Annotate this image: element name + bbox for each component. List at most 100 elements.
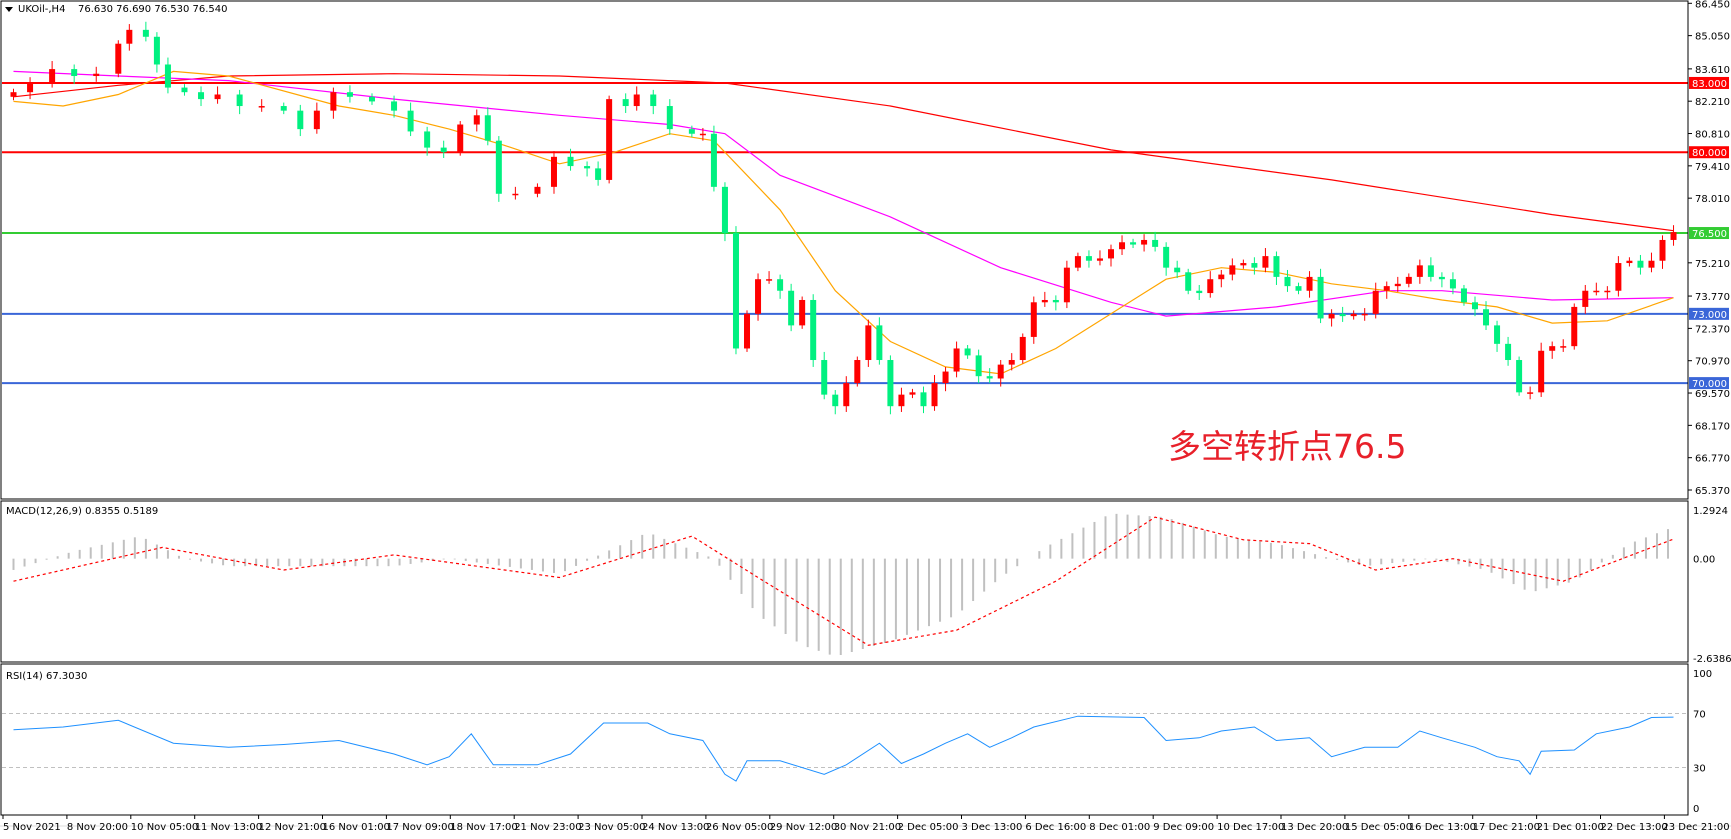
candle	[440, 140, 447, 158]
candle	[1185, 268, 1192, 295]
candle-body	[1218, 274, 1225, 280]
candle-body	[1372, 290, 1379, 314]
candle-body	[887, 360, 894, 407]
candle	[258, 99, 265, 112]
candle	[1648, 252, 1655, 273]
candle-body	[1538, 350, 1545, 393]
rsi-panel-border	[0, 663, 1689, 816]
candle-body	[1626, 260, 1633, 264]
candle	[164, 57, 171, 94]
candle-body	[1119, 242, 1126, 250]
candle	[821, 351, 828, 400]
candle-body	[1405, 276, 1412, 284]
x-tick-label: 2 Dec 05:00	[898, 822, 959, 833]
y-tick-label: 79.410	[1695, 162, 1730, 173]
candle-body	[1240, 263, 1247, 266]
candle-body	[633, 94, 640, 107]
x-tick-label: 6 Dec 16:00	[1025, 822, 1086, 833]
x-tick-label: 23 Nov 05:00	[578, 822, 645, 833]
candle	[1582, 284, 1589, 314]
rsi-y-label: 30	[1693, 764, 1706, 775]
candle-body	[732, 233, 739, 349]
candle	[865, 319, 872, 367]
candle	[1339, 306, 1346, 322]
candle-body	[1615, 263, 1622, 291]
candle-body	[1207, 279, 1214, 294]
candle	[1196, 284, 1203, 300]
candle-body	[473, 115, 480, 125]
triangle-down-icon[interactable]	[5, 7, 13, 12]
candle	[931, 375, 938, 411]
candle-body	[1427, 265, 1434, 277]
candle	[115, 40, 122, 78]
candle-body	[1483, 309, 1490, 326]
macd-panel[interactable]	[12, 513, 1674, 656]
y-tick-label: 80.810	[1695, 130, 1730, 141]
candle	[887, 355, 894, 415]
candle	[424, 126, 431, 156]
x-tick-label: 8 Nov 20:00	[67, 822, 128, 833]
macd-panel-border	[0, 500, 1689, 663]
y-tick-label: 82.210	[1695, 97, 1730, 108]
x-tick-label: 23 Dec 21:00	[1662, 822, 1729, 833]
x-tick-label: 11 Nov 13:00	[195, 822, 262, 833]
candle	[777, 274, 784, 299]
x-tick-label: 15 Dec 05:00	[1345, 822, 1412, 833]
candle	[1383, 281, 1390, 299]
candle	[942, 366, 949, 392]
candle-body	[1306, 276, 1313, 291]
candle	[1108, 244, 1114, 267]
candle	[832, 390, 839, 415]
candle	[699, 127, 706, 141]
y-tick-label: 86.450	[1695, 0, 1730, 10]
candle-body	[1549, 346, 1556, 351]
candle-body	[495, 140, 502, 194]
candle	[297, 104, 304, 137]
candle-body	[997, 364, 1004, 379]
candle	[964, 345, 971, 359]
candle-body	[368, 96, 375, 102]
candle	[1262, 248, 1269, 273]
candle	[1240, 259, 1247, 269]
candle	[633, 86, 640, 111]
macd-y-label: -2.6386	[1693, 654, 1731, 665]
candle	[1008, 353, 1015, 371]
level-tag-label: 70.000	[1692, 379, 1727, 390]
candle-body	[810, 299, 817, 361]
y-tick-label: 85.050	[1695, 32, 1730, 43]
candle	[843, 376, 850, 412]
candle	[1041, 291, 1048, 307]
candle	[49, 61, 56, 88]
candle-body	[424, 131, 431, 148]
candle	[495, 136, 502, 202]
rsi-panel[interactable]	[2, 713, 1688, 782]
candle-body	[755, 279, 762, 314]
x-tick-label: 9 Dec 09:00	[1153, 822, 1214, 833]
candle-body	[1659, 239, 1666, 261]
candle	[457, 121, 464, 156]
candle-body	[1174, 267, 1181, 273]
x-tick-label: 5 Nov 2021	[3, 822, 61, 833]
x-tick-label: 29 Nov 12:00	[770, 822, 837, 833]
candle-body	[346, 92, 353, 97]
candle-body	[198, 92, 205, 100]
candle-body	[920, 392, 927, 407]
candle-body	[584, 166, 591, 169]
candle	[153, 32, 160, 73]
candle-body	[1262, 256, 1269, 268]
candle	[346, 85, 353, 103]
candle-body	[650, 94, 657, 107]
x-tick-label: 17 Nov 09:00	[386, 822, 453, 833]
candle	[766, 271, 773, 284]
candle	[1063, 260, 1070, 309]
x-tick-label: 16 Nov 01:00	[323, 822, 390, 833]
candle	[622, 93, 629, 113]
candle	[1483, 301, 1490, 330]
candle	[744, 310, 751, 352]
candle	[550, 151, 557, 194]
candle	[1527, 386, 1534, 400]
candle-body	[854, 360, 861, 384]
price-panel[interactable]	[2, 21, 1688, 415]
candle	[1229, 258, 1236, 281]
